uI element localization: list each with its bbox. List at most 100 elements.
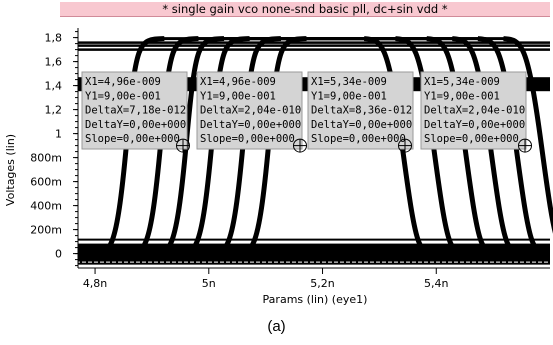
y-axis-ticks: 1,8 1,6 1,4 1,2 1 800m 600m 400m 200m 0 <box>30 31 78 267</box>
x-minor-tick <box>98 261 100 263</box>
x-minor-tick <box>482 261 484 263</box>
x-minor-tick <box>80 261 82 263</box>
x-minor-tick <box>146 261 148 263</box>
marker-text: Y1=9,00e-001 <box>200 90 276 102</box>
x-minor-tick <box>386 261 388 263</box>
x-minor-tick <box>212 261 214 263</box>
x-minor-tick <box>542 261 544 263</box>
x-tick-label: 4,8n <box>83 277 107 290</box>
x-minor-tick <box>194 261 196 263</box>
marker-text: DeltaY=0,00e+000 <box>424 119 525 131</box>
marker-text: Slope=0,00e+000 <box>85 133 180 145</box>
x-minor-tick <box>158 261 160 263</box>
marker-box <box>81 71 188 150</box>
y-tick-label: 600m <box>30 176 62 189</box>
x-minor-tick <box>320 261 322 263</box>
x-minor-tick <box>344 261 346 263</box>
x-minor-tick <box>506 261 508 263</box>
x-minor-tick <box>224 261 226 263</box>
x-minor-tick <box>116 261 118 263</box>
y-tick-label: 1,6 <box>45 56 63 69</box>
x-minor-tick <box>434 261 436 263</box>
marker-text: Y1=9,00e-001 <box>424 90 500 102</box>
x-minor-tick <box>230 261 232 263</box>
x-minor-tick <box>290 261 292 263</box>
x-minor-tick <box>494 261 496 263</box>
x-minor-tick <box>128 261 130 263</box>
y-tick-label: 400m <box>30 200 62 213</box>
x-axis-title: Params (lin) (eye1) <box>263 293 368 306</box>
x-minor-tick <box>530 261 532 263</box>
y-tick-label: 0 <box>55 248 62 261</box>
x-minor-tick <box>356 261 358 263</box>
x-minor-tick <box>110 261 112 263</box>
x-minor-tick <box>218 261 220 263</box>
x-minor-tick <box>362 261 364 263</box>
x-minor-tick <box>416 261 418 263</box>
x-minor-tick <box>500 261 502 263</box>
y-tick-label: 1,4 <box>45 80 63 93</box>
chart-title: * single gain vco none-snd basic pll, dc… <box>60 2 550 17</box>
marker-text: Slope=0,00e+000 <box>424 133 519 145</box>
marker-boxes: X1=4,96e-009 Y1=9,00e-001 DeltaX=7,18e-012… <box>81 71 532 153</box>
x-minor-tick <box>92 261 94 263</box>
figure-caption: (a) <box>267 318 286 335</box>
x-minor-tick <box>170 261 172 263</box>
y-tick-label: 1 <box>55 128 62 141</box>
x-minor-tick <box>404 261 406 263</box>
x-minor-tick <box>440 261 442 263</box>
x-tick-label: 5n <box>202 277 216 290</box>
x-minor-tick <box>182 261 184 263</box>
x-minor-tick <box>464 261 466 263</box>
x-minor-tick <box>266 261 268 263</box>
x-minor-tick <box>488 261 490 263</box>
x-minor-tick <box>452 261 454 263</box>
x-tick-label: 5,4n <box>424 277 448 290</box>
x-minor-tick <box>338 261 340 263</box>
x-minor-tick <box>350 261 352 263</box>
x-minor-tick <box>368 261 370 263</box>
marker-text: DeltaY=0,00e+000 <box>200 119 301 131</box>
x-minor-tick <box>332 261 334 263</box>
x-minor-tick <box>380 261 382 263</box>
x-minor-tick <box>188 261 190 263</box>
x-minor-tick <box>206 261 208 263</box>
x-minor-tick <box>236 261 238 263</box>
marker-box <box>196 71 303 150</box>
y-tick-label: 1,8 <box>45 32 63 45</box>
x-minor-tick <box>104 261 106 263</box>
marker-text: DeltaX=2,04e-010 <box>200 105 301 117</box>
x-minor-tick <box>254 261 256 263</box>
marker-text: Slope=0,00e+000 <box>200 133 295 145</box>
x-minor-tick <box>422 261 424 263</box>
x-minor-tick <box>518 261 520 263</box>
x-minor-tick <box>410 261 412 263</box>
x-minor-tick <box>278 261 280 263</box>
x-minor-tick <box>86 261 88 263</box>
x-minor-tick <box>284 261 286 263</box>
marker-text: DeltaX=8,36e-012 <box>311 105 412 117</box>
x-minor-tick <box>308 261 310 263</box>
y-tick-label: 200m <box>30 224 62 237</box>
x-minor-tick <box>548 261 550 263</box>
low-rail-band <box>78 243 550 262</box>
x-minor-tick <box>524 261 526 263</box>
x-minor-tick <box>134 261 136 263</box>
marker-box <box>420 71 527 150</box>
falling-edge <box>503 36 553 234</box>
x-minor-tick <box>314 261 316 263</box>
x-minor-tick <box>164 261 166 263</box>
x-minor-tick <box>152 261 154 263</box>
x-minor-tick <box>302 261 304 263</box>
marker-text: Y1=9,00e-001 <box>311 90 387 102</box>
x-minor-tick <box>326 261 328 263</box>
marker-text: Slope=0,00e+000 <box>311 133 406 145</box>
marker-text: Y1=9,00e-001 <box>85 90 161 102</box>
marker-box <box>307 71 414 150</box>
x-minor-tick <box>536 261 538 263</box>
marker-text: DeltaX=2,04e-010 <box>424 105 525 117</box>
x-minor-tick <box>458 261 460 263</box>
y-tick-label: 800m <box>30 152 62 165</box>
x-minor-tick <box>200 261 202 263</box>
